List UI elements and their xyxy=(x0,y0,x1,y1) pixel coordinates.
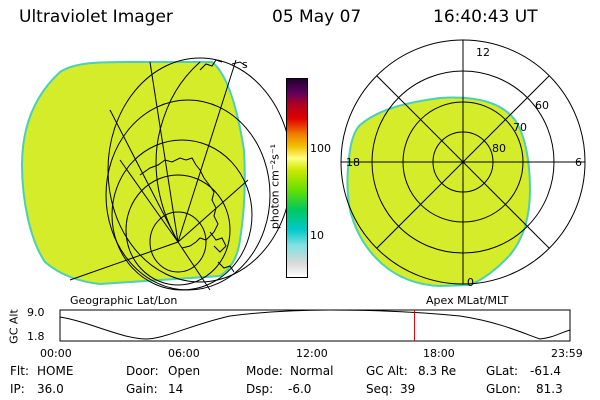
orbit-ytick-top: 9.0 xyxy=(27,306,45,319)
date-label: 05 May 07 xyxy=(272,7,362,27)
orbit-xtick-4: 23:59 xyxy=(551,347,583,360)
geographic-image-blob xyxy=(20,61,246,286)
orbit-xtick-3: 18:00 xyxy=(423,347,455,360)
door-label: Door: xyxy=(126,364,159,378)
instrument-title: Ultraviolet Imager xyxy=(19,7,173,27)
dsp-value: -6.0 xyxy=(288,382,312,396)
flt-label: Flt: xyxy=(10,364,29,378)
mlt-label-12: 12 xyxy=(476,46,490,59)
colorbar-tick-100: 100 xyxy=(310,142,331,155)
colorbar xyxy=(286,78,308,278)
orbit-xtick-0: 00:00 xyxy=(40,347,72,360)
colorbar-tick-10: 10 xyxy=(310,229,324,242)
ip-label: IP: xyxy=(10,382,25,396)
mlt-label-6: 6 xyxy=(575,156,582,169)
mlat-label-60: 60 xyxy=(535,99,549,112)
orbit-xtick-1: 06:00 xyxy=(168,347,200,360)
glat-label: GLat: xyxy=(486,364,519,378)
seq-value: 39 xyxy=(400,382,416,396)
geo-small-label: s xyxy=(242,58,248,71)
flt-value: HOME xyxy=(37,364,74,378)
orbit-ytick-bottom: 1.8 xyxy=(27,330,45,343)
glat-value: -61.4 xyxy=(530,364,562,378)
gain-value: 14 xyxy=(168,382,184,396)
mlt-label-18: 18 xyxy=(346,156,360,169)
coastline xyxy=(139,157,227,253)
mlat-label-70: 70 xyxy=(513,121,527,134)
orbit-xtick-2: 12:00 xyxy=(296,347,328,360)
seq-label: Seq: xyxy=(366,382,393,396)
mlat-label-80: 80 xyxy=(492,142,506,155)
coastline-small xyxy=(199,59,247,273)
geographic-panel-label: Geographic Lat/Lon xyxy=(70,294,178,307)
ip-value: 36.0 xyxy=(37,382,64,396)
mlt-label-0: 0 xyxy=(467,276,474,289)
apex-image-blob xyxy=(346,96,532,288)
glon-label: GLon: xyxy=(486,382,521,396)
apex-panel-label: Apex MLat/MLT xyxy=(426,294,509,307)
orbit-plot-frame xyxy=(59,309,571,342)
mlt-line-diag-2 xyxy=(376,75,550,249)
dsp-label: Dsp: xyxy=(246,382,274,396)
orbit-altitude-curve xyxy=(59,309,571,340)
time-label: 16:40:43 UT xyxy=(433,7,538,27)
gain-label: Gain: xyxy=(126,382,158,396)
door-value: Open xyxy=(168,364,201,378)
glon-value: 81.3 xyxy=(536,382,563,396)
gcalt-label: GC Alt: xyxy=(366,364,408,378)
gcalt-value: 8.3 Re xyxy=(418,364,457,378)
mode-label: Mode: xyxy=(246,364,283,378)
mode-value: Normal xyxy=(290,364,334,378)
